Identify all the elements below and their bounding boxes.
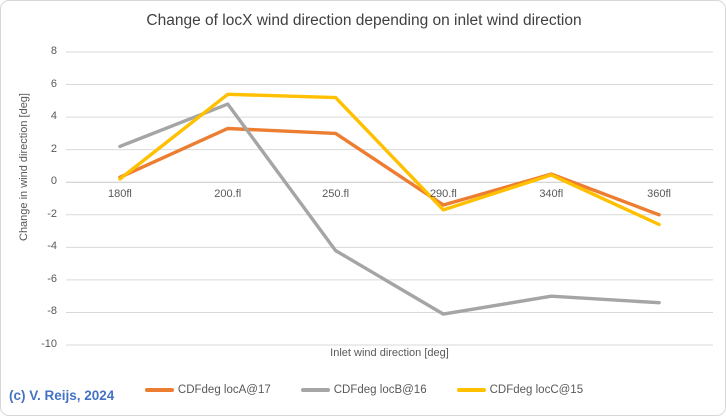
x-tick-label: 250.fl	[322, 188, 350, 200]
x-tick-label: 290.fl	[429, 188, 457, 200]
x-tick-label: 340fl	[539, 188, 564, 200]
legend: CDFdeg locA@17 CDFdeg locB@16 CDFdeg locC@…	[1, 384, 725, 396]
y-tick-label: 4	[50, 110, 57, 123]
y-tick-label: -8	[47, 305, 57, 318]
legend-line-swatch	[144, 388, 174, 392]
x-axis-title: Inlet wind direction [deg]	[330, 347, 449, 359]
legend-line-swatch	[300, 388, 330, 392]
copyright-text: (c) V. Reijs, 2024	[9, 388, 115, 403]
x-tick-label: 360fl	[647, 188, 671, 200]
series-line-cdfdeg-locc-15	[118, 92, 661, 227]
series-line-cdfdeg-locb-16	[118, 102, 661, 316]
series-line-cdfdeg-loca-17	[118, 126, 661, 217]
legend-item: CDFdeg locC@15	[456, 384, 584, 396]
legend-item: CDFdeg locA@17	[144, 384, 271, 396]
legend-item: CDFdeg locB@16	[300, 384, 427, 396]
y-tick-label: -6	[47, 272, 57, 285]
legend-label: CDFdeg locA@17	[177, 384, 271, 396]
y-tick-label: 2	[50, 142, 57, 155]
y-tick-label: -10	[41, 338, 57, 350]
y-tick-label: 6	[50, 77, 57, 90]
legend-label: CDFdeg locB@16	[333, 384, 427, 396]
x-tick-label: 200.fl	[214, 188, 242, 200]
x-tick-label: 180fl	[107, 188, 132, 200]
chart-title: Change of locX wind direction depending …	[146, 12, 582, 29]
legend-label: CDFdeg locC@15	[489, 384, 584, 396]
legend-line-swatch	[456, 388, 486, 392]
y-tick-label: 8	[50, 45, 57, 57]
y-tick-label: -4	[47, 240, 57, 253]
y-tick-label: 0	[50, 175, 57, 188]
y-tick-label: -2	[47, 207, 57, 220]
